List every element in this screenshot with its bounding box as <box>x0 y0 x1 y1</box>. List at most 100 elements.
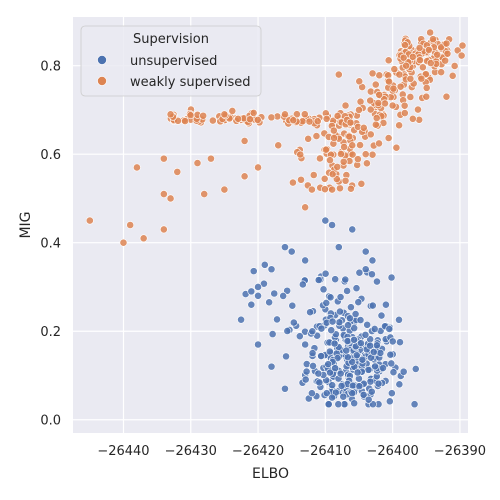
point-unsupervised <box>328 221 336 229</box>
point-unsupervised <box>410 400 419 409</box>
point-weakly-supervised <box>166 110 175 119</box>
point-weakly-supervised <box>437 43 446 52</box>
point-unsupervised <box>386 350 395 359</box>
legend-label-unsupervised: unsupervised <box>130 54 217 69</box>
point-unsupervised <box>337 381 346 390</box>
point-weakly-supervised <box>422 92 431 101</box>
point-unsupervised <box>359 390 368 399</box>
point-unsupervised <box>319 285 328 294</box>
point-unsupervised <box>348 225 357 234</box>
point-weakly-supervised <box>429 35 437 44</box>
point-unsupervised <box>368 256 377 265</box>
point-unsupervised <box>267 362 276 371</box>
point-unsupervised <box>335 318 344 327</box>
point-weakly-supervised <box>375 71 384 80</box>
point-unsupervised <box>289 318 298 327</box>
point-weakly-supervised <box>300 110 309 119</box>
point-weakly-supervised <box>296 150 305 159</box>
point-unsupervised <box>356 316 365 324</box>
point-weakly-supervised <box>199 111 208 120</box>
y-tick-label: 0.8 <box>40 60 61 75</box>
point-weakly-supervised <box>375 90 384 99</box>
point-unsupervised <box>341 275 350 284</box>
point-unsupervised <box>387 273 396 282</box>
point-weakly-supervised <box>426 59 435 67</box>
point-weakly-supervised <box>289 178 297 187</box>
point-weakly-supervised <box>334 70 343 79</box>
point-weakly-supervised <box>424 46 433 54</box>
point-unsupervised <box>357 339 365 348</box>
point-weakly-supervised <box>322 145 330 154</box>
point-unsupervised <box>254 340 262 349</box>
point-unsupervised <box>367 387 376 396</box>
x-tick-label: −26440 <box>97 444 149 459</box>
point-unsupervised <box>373 277 381 286</box>
point-weakly-supervised <box>304 134 313 143</box>
point-weakly-supervised <box>340 143 349 151</box>
point-weakly-supervised <box>133 163 141 172</box>
point-weakly-supervised <box>355 77 364 86</box>
point-unsupervised <box>343 287 351 295</box>
point-weakly-supervised <box>126 221 135 229</box>
point-unsupervised <box>411 365 420 373</box>
point-weakly-supervised <box>443 49 452 58</box>
point-weakly-supervised <box>396 82 405 91</box>
point-weakly-supervised <box>400 109 409 117</box>
point-weakly-supervised <box>372 114 381 122</box>
point-weakly-supervised <box>422 83 431 92</box>
point-unsupervised <box>309 362 317 370</box>
point-unsupervised <box>336 293 345 301</box>
point-unsupervised <box>355 374 363 383</box>
point-unsupervised <box>315 378 324 387</box>
point-weakly-supervised <box>159 190 168 198</box>
point-unsupervised <box>363 320 372 329</box>
point-unsupervised <box>314 369 323 378</box>
point-unsupervised <box>387 389 396 398</box>
point-weakly-supervised <box>249 109 258 117</box>
point-weakly-supervised <box>297 175 305 184</box>
point-unsupervised <box>322 299 331 307</box>
point-unsupervised <box>366 341 374 350</box>
point-unsupervised <box>301 256 310 265</box>
point-weakly-supervised <box>408 114 417 123</box>
point-unsupervised <box>399 367 408 376</box>
point-weakly-supervised <box>457 51 466 60</box>
point-weakly-supervised <box>415 44 424 52</box>
point-unsupervised <box>364 365 373 374</box>
point-unsupervised <box>385 397 394 406</box>
point-unsupervised <box>326 293 335 302</box>
y-tick-label: 0.4 <box>40 237 61 252</box>
point-weakly-supervised <box>357 179 366 188</box>
point-unsupervised <box>324 360 333 369</box>
point-weakly-supervised <box>166 194 175 203</box>
point-unsupervised <box>382 300 390 309</box>
legend-box <box>80 25 262 97</box>
point-unsupervised <box>308 327 317 336</box>
point-unsupervised <box>334 243 343 252</box>
x-tick-label: −26390 <box>434 444 486 459</box>
legend-marker-weakly-supervised <box>97 76 107 86</box>
y-tick-label: 0.2 <box>40 325 61 340</box>
point-unsupervised <box>344 321 352 330</box>
point-weakly-supervised <box>220 185 229 194</box>
point-weakly-supervised <box>346 118 355 127</box>
point-weakly-supervised <box>139 234 148 243</box>
point-weakly-supervised <box>254 163 262 172</box>
point-unsupervised <box>336 307 344 316</box>
point-unsupervised <box>331 364 340 373</box>
legend-title: Supervision <box>133 32 209 47</box>
point-unsupervised <box>314 276 323 284</box>
point-unsupervised <box>376 349 385 357</box>
point-weakly-supervised <box>313 117 322 126</box>
point-unsupervised <box>295 332 304 341</box>
point-weakly-supervised <box>292 110 301 119</box>
point-weakly-supervised <box>341 176 350 185</box>
point-unsupervised <box>342 346 351 355</box>
point-unsupervised <box>321 269 330 278</box>
point-unsupervised <box>352 351 361 360</box>
point-weakly-supervised <box>328 170 337 179</box>
point-unsupervised <box>301 340 310 349</box>
point-weakly-supervised <box>426 28 435 37</box>
point-weakly-supervised <box>326 156 334 165</box>
point-weakly-supervised <box>339 157 348 166</box>
